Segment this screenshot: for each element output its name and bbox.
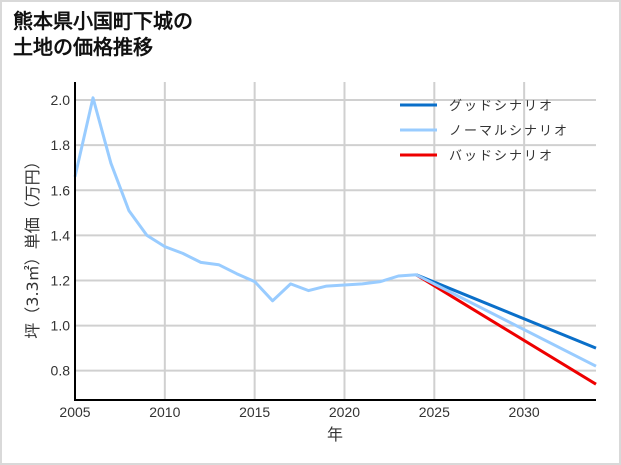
y-axis-label: 坪（3.3㎡）単価（万円）	[23, 153, 42, 338]
series-line	[415, 273, 597, 386]
y-tick-label: 0.8	[51, 363, 71, 379]
x-tick-label: 2005	[59, 404, 90, 420]
series-line	[73, 96, 597, 368]
x-tick-label: 2015	[239, 404, 270, 420]
legend-label: グッドシナリオ	[449, 99, 554, 114]
grid-lines	[75, 82, 596, 400]
legend-label: ノーマルシナリオ	[449, 124, 569, 139]
y-tick-label: 1.6	[51, 182, 71, 198]
x-axis-label: 年	[327, 425, 343, 444]
chart-title-line2: 土地の価格推移	[13, 35, 153, 59]
chart-title-line1: 熊本県小国町下城の	[13, 9, 193, 33]
chart-title: 熊本県小国町下城の 土地の価格推移	[13, 8, 193, 60]
x-tick-label: 2030	[509, 404, 540, 420]
tick-labels: 0.8 1.0 1.2 1.4 1.6 1.8 2.0 2005 2010 2015 2020 202…	[51, 92, 540, 420]
y-tick-label: 1.8	[51, 137, 71, 153]
axes	[74, 82, 596, 401]
legend-label: バッドシナリオ	[449, 149, 554, 164]
x-tick-label: 2025	[419, 404, 450, 420]
y-tick-label: 2.0	[51, 92, 71, 108]
series-lines	[73, 96, 597, 386]
y-tick-label: 1.4	[51, 227, 71, 243]
y-tick-label: 1.2	[51, 272, 71, 288]
series-line	[415, 273, 597, 350]
x-tick-label: 2020	[329, 404, 360, 420]
y-tick-label: 1.0	[51, 318, 71, 334]
x-tick-label: 2010	[149, 404, 180, 420]
